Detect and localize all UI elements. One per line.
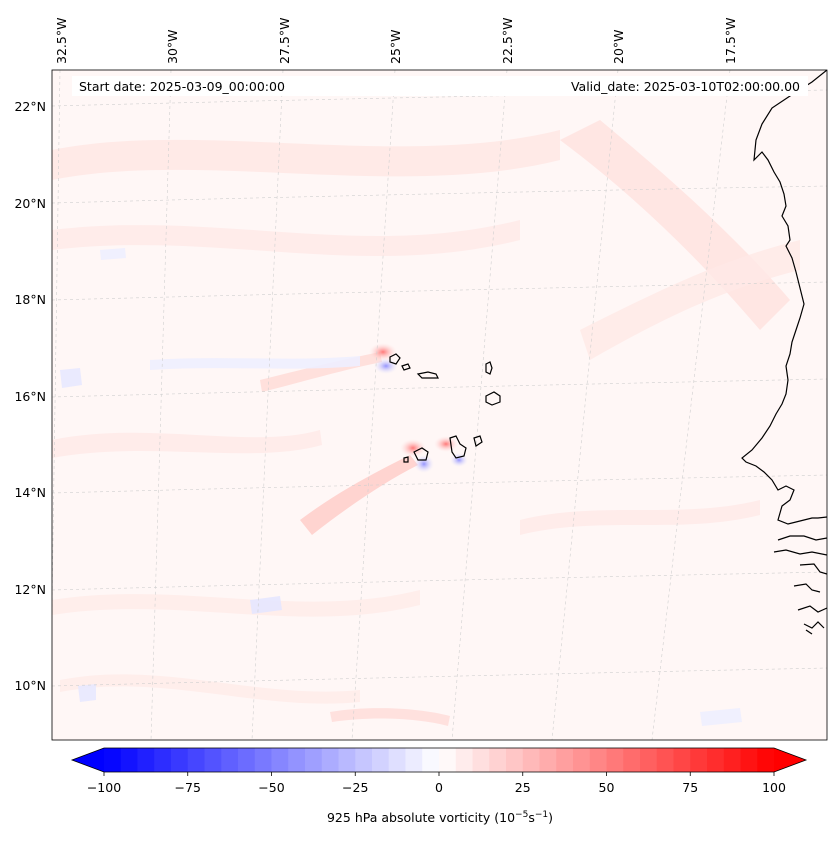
colorbar-cell xyxy=(757,748,775,772)
latitude-labels: 22°N 20°N 18°N 16°N 14°N 12°N 10°N xyxy=(14,99,46,693)
colorbar-cell xyxy=(154,748,172,772)
colorbar-cell xyxy=(673,748,691,772)
colorbar-cell xyxy=(137,748,155,772)
colorbar-cell xyxy=(623,748,641,772)
lon-label-25w: 25°W xyxy=(388,29,403,64)
colorbar-cell xyxy=(556,748,574,772)
map-frame xyxy=(51,69,828,741)
valid-date-label: Valid_date: 2025-03-10T02:00:00.00 xyxy=(571,79,800,94)
colorbar-cell xyxy=(305,748,323,772)
colorbar-tick-label: −100 xyxy=(87,780,121,795)
lat-label-16n: 16°N xyxy=(14,389,46,404)
lon-label-30w: 30°W xyxy=(165,29,180,64)
island-santiago xyxy=(449,435,467,459)
colorbar-cell xyxy=(338,748,356,772)
island-santo-antao xyxy=(389,353,401,365)
lon-label-17-5w: 17.5°W xyxy=(723,18,738,64)
colorbar-cell xyxy=(171,748,189,772)
map-background xyxy=(52,70,827,740)
colorbar-tick-label: 50 xyxy=(599,780,615,795)
colorbar-cell xyxy=(288,748,306,772)
colorbar-cell xyxy=(187,748,206,772)
colorbar-cell xyxy=(740,748,758,772)
colorbar-cell xyxy=(388,748,407,772)
island-boa-vista xyxy=(485,391,501,406)
island-fogo xyxy=(413,447,429,461)
island-maio xyxy=(473,435,483,447)
colorbar-tick-label: −75 xyxy=(175,780,201,795)
colorbar-cell xyxy=(355,748,373,772)
colorbar-tick-label: 75 xyxy=(682,780,698,795)
colorbar-cell xyxy=(640,748,658,772)
island-sao-vicente xyxy=(401,363,411,371)
start-date-label: Start date: 2025-03-09_00:00:00 xyxy=(79,79,285,94)
lat-label-22n: 22°N xyxy=(14,99,46,114)
colorbar-ticks: −100 −75 −50 −25 0 25 50 75 100 xyxy=(87,772,786,795)
date-header: Start date: 2025-03-09_00:00:00 Valid_da… xyxy=(72,76,808,96)
colorbar-cell xyxy=(522,748,541,772)
colorbar: −100 −75 −50 −25 0 25 50 75 100 925 hPa absolute… xyxy=(70,747,808,825)
colorbar-cell xyxy=(439,748,457,772)
colorbar-cell xyxy=(254,748,273,772)
colorbar-cell xyxy=(221,748,239,772)
colorbar-cell xyxy=(422,748,440,772)
colorbar-cell xyxy=(204,748,222,772)
coastline-africa xyxy=(741,70,827,635)
colorbar-cell xyxy=(723,748,742,772)
colorbar-cell xyxy=(573,748,591,772)
colorbar-low-extension xyxy=(72,748,104,772)
lat-label-14n: 14°N xyxy=(14,485,46,500)
vorticity-field xyxy=(52,120,800,726)
lon-label-20w: 20°W xyxy=(611,29,626,64)
island-sal xyxy=(485,361,493,375)
lon-label-27-5w: 27.5°W xyxy=(277,18,292,64)
colorbar-tick-label: −50 xyxy=(258,780,284,795)
colorbar-cell xyxy=(321,748,340,772)
colorbar-high-extension xyxy=(774,748,806,772)
lat-label-18n: 18°N xyxy=(14,292,46,307)
colorbar-cell xyxy=(606,748,624,772)
lon-label-22-5w: 22.5°W xyxy=(500,18,515,64)
colorbar-cell xyxy=(238,748,256,772)
lat-label-12n: 12°N xyxy=(14,582,46,597)
colorbar-cell xyxy=(707,748,725,772)
colorbar-cell xyxy=(589,748,608,772)
graticule xyxy=(52,70,827,740)
colorbar-tick-label: 25 xyxy=(515,780,531,795)
colorbar-tick-label: −25 xyxy=(342,780,368,795)
island-brava xyxy=(403,456,409,463)
colorbar-cell xyxy=(271,748,289,772)
colorbar-cell xyxy=(104,748,122,772)
colorbar-cell xyxy=(539,748,557,772)
colorbar-label: 925 hPa absolute vorticity (10−5s−1) xyxy=(327,810,553,825)
colorbar-cell xyxy=(120,748,139,772)
lat-label-20n: 20°N xyxy=(14,196,46,211)
colorbar-cell xyxy=(690,748,708,772)
colorbar-cell xyxy=(455,748,474,772)
island-sao-nicolau xyxy=(416,371,439,379)
colorbar-cell xyxy=(372,748,390,772)
colorbar-cell xyxy=(506,748,524,772)
lon-label-32-5w: 32.5°W xyxy=(54,18,69,64)
colorbar-tick-label: 0 xyxy=(435,780,443,795)
colorbar-cell xyxy=(489,748,507,772)
map-panel: Start date: 2025-03-09_00:00:00 Valid_da… xyxy=(51,69,828,741)
colorbar-cell xyxy=(405,748,423,772)
colorbar-cell xyxy=(656,748,675,772)
cape-verde-islands xyxy=(389,353,501,463)
colorbar-cells xyxy=(104,748,775,772)
colorbar-tick-label: 100 xyxy=(762,780,786,795)
lat-label-10n: 10°N xyxy=(14,678,46,693)
colorbar-cell xyxy=(472,748,490,772)
longitude-labels: 32.5°W 30°W 27.5°W 25°W 22.5°W 20°W 17.5… xyxy=(54,18,738,64)
